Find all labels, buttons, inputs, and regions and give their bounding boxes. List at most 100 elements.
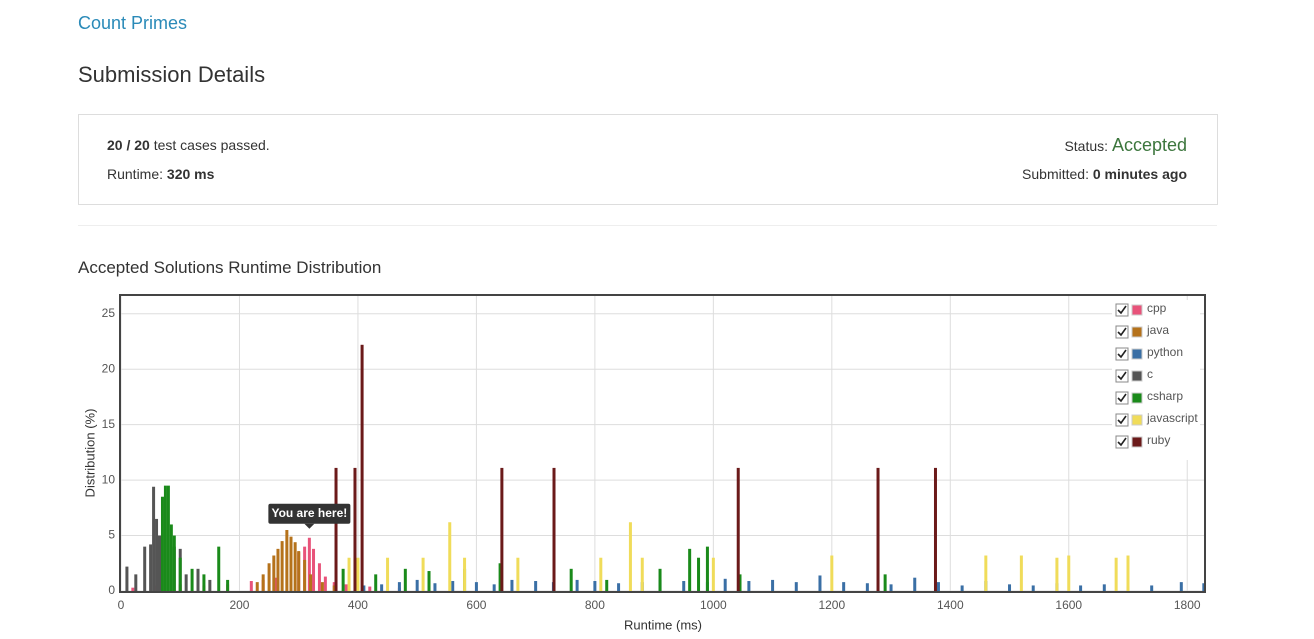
bar: [960, 585, 964, 591]
bar: [747, 581, 751, 591]
legend-label: ruby: [1147, 433, 1170, 447]
bar: [569, 568, 573, 591]
legend-label: csharp: [1147, 389, 1183, 403]
bar: [226, 579, 230, 591]
bar: [500, 467, 504, 591]
bar: [552, 467, 556, 591]
plot-frame: [119, 294, 1206, 593]
bar: [1114, 557, 1118, 591]
runtime-line: Runtime: 320 ms: [107, 166, 214, 182]
legend-checkbox[interactable]: [1115, 347, 1129, 361]
bar: [830, 555, 834, 591]
bar: [736, 467, 740, 591]
bar: [169, 524, 173, 591]
bar: [196, 568, 200, 591]
bar: [1079, 585, 1083, 591]
checkbox: [1115, 325, 1129, 339]
bar: [818, 575, 822, 591]
checkbox: [1115, 435, 1129, 449]
bar: [403, 568, 407, 591]
status-value: Accepted: [1111, 135, 1187, 155]
bar: [1126, 555, 1130, 591]
bar: [152, 486, 156, 591]
legend-checkbox[interactable]: [1115, 303, 1129, 317]
bar: [280, 541, 284, 591]
bar: [261, 574, 265, 591]
bar: [682, 581, 686, 591]
bar: [317, 563, 321, 591]
legend-checkbox[interactable]: [1115, 413, 1129, 427]
x-tick-label: 400: [348, 598, 368, 612]
passed-line: 20 / 20 test cases passed.: [107, 137, 270, 153]
bar: [125, 566, 129, 591]
bar: [397, 582, 401, 591]
checkbox: [1115, 391, 1129, 405]
legend-swatch: [1131, 348, 1143, 360]
bar: [936, 582, 940, 591]
y-tick-label: 25: [102, 306, 116, 320]
legend-checkbox[interactable]: [1115, 369, 1129, 383]
bar: [492, 584, 496, 591]
bar: [1031, 585, 1035, 591]
bar: [172, 535, 176, 591]
y-tick-label: 10: [102, 472, 116, 486]
bar: [865, 583, 869, 591]
bar: [143, 546, 147, 591]
bar: [217, 546, 221, 591]
runtime-value: 320 ms: [166, 166, 215, 182]
bar: [705, 546, 709, 591]
bar: [688, 548, 692, 591]
bar: [933, 467, 937, 591]
bar: [312, 548, 316, 591]
checkbox: [1115, 303, 1129, 317]
bar: [628, 522, 632, 591]
bar: [711, 557, 715, 591]
runtime-label: Runtime:: [107, 166, 164, 182]
bar: [1008, 584, 1012, 591]
bar: [723, 578, 727, 591]
legend-swatch: [1131, 414, 1143, 426]
bar: [1067, 555, 1071, 591]
legend-checkbox[interactable]: [1115, 435, 1129, 449]
bar: [374, 574, 378, 591]
bar: [1019, 555, 1023, 591]
checkbox: [1115, 347, 1129, 361]
x-tick-label: 200: [229, 598, 249, 612]
bar: [984, 555, 988, 591]
y-tick-label: 20: [102, 361, 116, 375]
bar: [163, 485, 167, 591]
legend-checkbox[interactable]: [1115, 325, 1129, 339]
status-line: Status: Accepted: [1064, 135, 1187, 156]
tooltip: You are here!: [268, 503, 351, 529]
plot-area: [120, 296, 1205, 591]
check-mark: [1117, 393, 1127, 403]
bar: [368, 586, 372, 591]
bar: [575, 579, 579, 591]
submitted-label: Submitted:: [1022, 166, 1089, 182]
bar: [640, 557, 644, 591]
legend-swatch: [1131, 370, 1143, 382]
bar: [605, 579, 609, 591]
bar: [415, 579, 419, 591]
bar: [842, 582, 846, 591]
bar: [158, 535, 162, 591]
bar: [1179, 582, 1183, 591]
bar: [771, 579, 775, 591]
summary-box: [78, 114, 1218, 205]
x-tick-label: 1000: [700, 598, 727, 612]
legend-swatch: [1131, 304, 1143, 316]
problem-link[interactable]: Count Primes: [78, 13, 188, 33]
bar: [202, 574, 206, 591]
legend-checkbox[interactable]: [1115, 391, 1129, 405]
chart-title: Accepted Solutions Runtime Distribution: [78, 258, 382, 277]
bar: [913, 577, 917, 591]
bar: [451, 581, 455, 591]
page-heading: Submission Details: [78, 62, 266, 87]
legend-label: cpp: [1147, 301, 1167, 315]
bar: [738, 574, 742, 591]
bar: [599, 557, 603, 591]
tooltip-pointer: [304, 523, 315, 529]
bar: [307, 537, 311, 591]
bar: [427, 571, 431, 591]
